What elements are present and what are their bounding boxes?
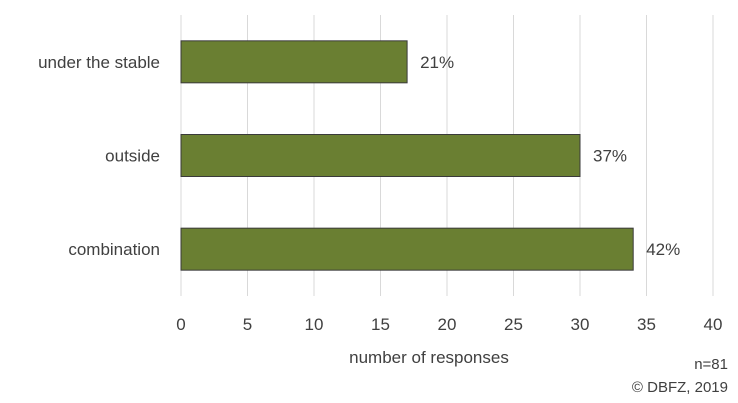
category-label: combination	[68, 240, 160, 259]
x-tick-label: 40	[704, 315, 723, 334]
category-labels: under the stable outside combination	[38, 53, 160, 259]
x-tick-label: 15	[371, 315, 390, 334]
x-tick-label: 20	[438, 315, 457, 334]
x-tick-label: 25	[504, 315, 523, 334]
x-axis-label: number of responses	[349, 348, 509, 367]
bar	[180, 134, 581, 177]
bars	[180, 40, 634, 271]
x-tick-label: 30	[571, 315, 590, 334]
x-tick-label: 10	[305, 315, 324, 334]
x-tick-label: 35	[637, 315, 656, 334]
x-tick-label: 0	[176, 315, 185, 334]
data-label: 42%	[646, 240, 680, 259]
sample-size-note: n=81	[694, 356, 728, 373]
category-label: under the stable	[38, 53, 160, 72]
category-label: outside	[105, 147, 160, 166]
bar	[180, 40, 408, 84]
x-tick-label: 5	[243, 315, 252, 334]
x-tick-labels: 0 5 10 15 20 25 30 35 40	[176, 315, 722, 334]
bar	[180, 227, 634, 271]
copyright-note: © DBFZ, 2019	[631, 379, 728, 396]
data-label: 37%	[593, 147, 627, 166]
data-labels: 21% 37% 42%	[420, 53, 680, 259]
data-label: 21%	[420, 53, 454, 72]
